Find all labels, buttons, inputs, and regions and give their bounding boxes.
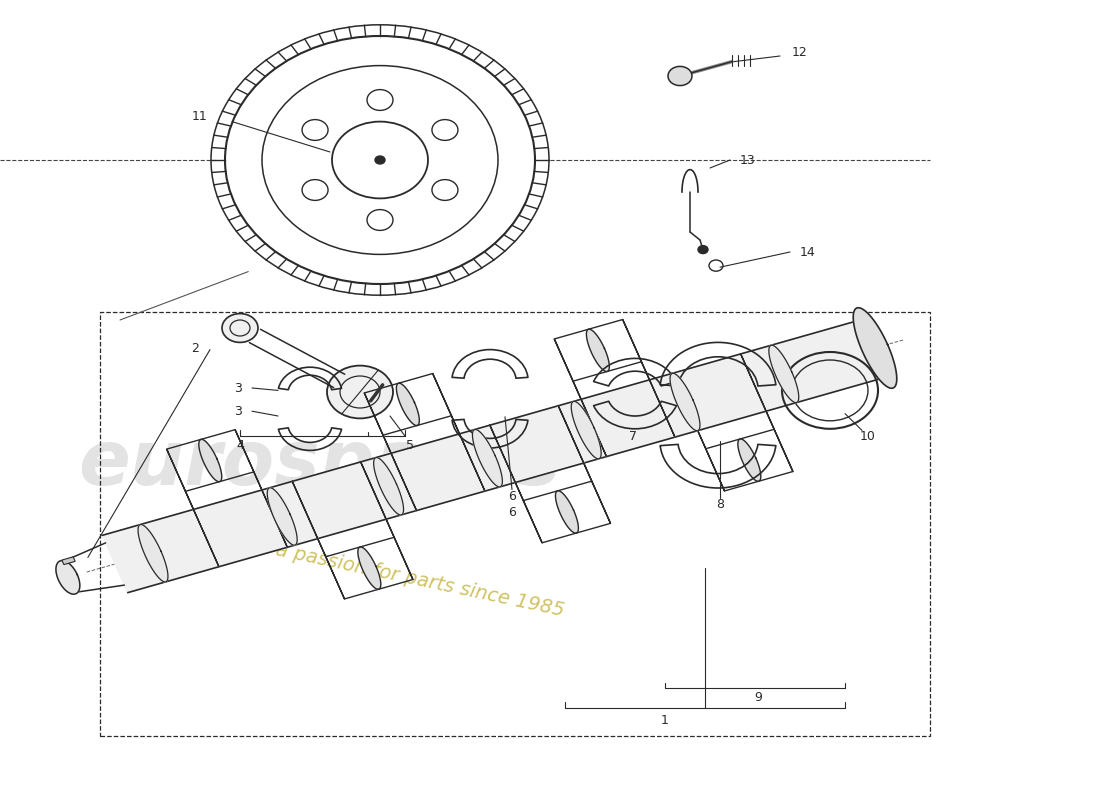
- Polygon shape: [235, 430, 287, 547]
- Polygon shape: [167, 449, 219, 566]
- Polygon shape: [374, 458, 404, 515]
- Polygon shape: [364, 393, 417, 510]
- Text: 6: 6: [508, 506, 516, 518]
- Polygon shape: [358, 547, 381, 590]
- Text: 14: 14: [800, 246, 816, 258]
- Polygon shape: [672, 374, 725, 491]
- Polygon shape: [267, 488, 297, 545]
- Text: 13: 13: [740, 154, 756, 166]
- Polygon shape: [623, 319, 675, 437]
- Polygon shape: [199, 439, 222, 482]
- Text: 5: 5: [406, 439, 414, 452]
- Polygon shape: [56, 561, 80, 594]
- Polygon shape: [670, 374, 700, 430]
- Polygon shape: [554, 339, 606, 457]
- Polygon shape: [738, 439, 761, 482]
- Bar: [100, 312, 930, 736]
- Polygon shape: [559, 406, 610, 523]
- Polygon shape: [222, 314, 258, 342]
- Polygon shape: [769, 345, 799, 402]
- Text: 10: 10: [860, 430, 876, 442]
- Polygon shape: [854, 308, 896, 388]
- Circle shape: [375, 156, 385, 164]
- Polygon shape: [740, 354, 793, 471]
- Bar: [62, 557, 75, 565]
- Circle shape: [698, 246, 708, 254]
- Text: 3: 3: [234, 382, 242, 394]
- Text: 3: 3: [234, 405, 242, 418]
- Polygon shape: [432, 374, 485, 491]
- Polygon shape: [472, 430, 503, 487]
- Circle shape: [668, 66, 692, 86]
- Text: 6: 6: [508, 490, 516, 502]
- Polygon shape: [396, 383, 419, 426]
- Polygon shape: [586, 329, 609, 371]
- Text: 2: 2: [191, 342, 199, 354]
- Text: 11: 11: [192, 110, 208, 122]
- Text: 12: 12: [792, 46, 807, 58]
- Polygon shape: [361, 462, 412, 579]
- Polygon shape: [138, 525, 168, 582]
- Polygon shape: [556, 490, 579, 533]
- Text: eurospares: eurospares: [78, 427, 561, 501]
- Polygon shape: [571, 402, 601, 458]
- Polygon shape: [327, 366, 393, 418]
- Text: 9: 9: [755, 691, 762, 704]
- Polygon shape: [293, 482, 344, 599]
- Text: 7: 7: [629, 430, 637, 442]
- Text: 1: 1: [661, 714, 669, 726]
- Text: a passion for parts since 1985: a passion for parts since 1985: [274, 540, 566, 620]
- Text: 8: 8: [716, 498, 724, 510]
- Polygon shape: [490, 425, 542, 542]
- Text: 4: 4: [236, 439, 244, 452]
- Polygon shape: [102, 319, 888, 593]
